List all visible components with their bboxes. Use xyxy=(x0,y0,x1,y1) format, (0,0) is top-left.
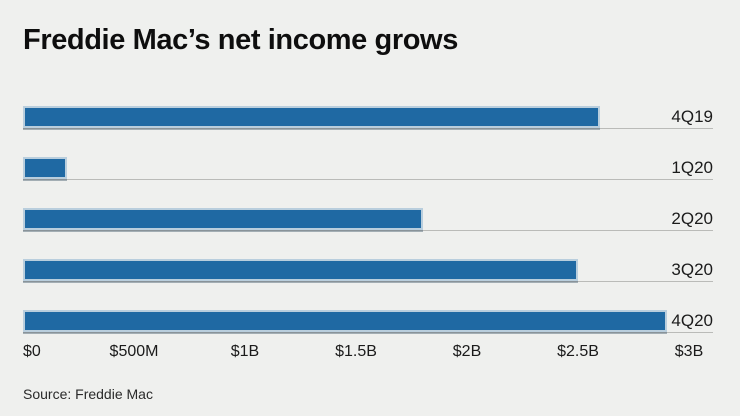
bar-chart-plot: 4Q19 1Q20 2Q20 3Q20 4Q20 xyxy=(23,96,713,351)
axis-tick-label: $1.5B xyxy=(335,343,377,360)
chart-title: Freddie Mac’s net income grows xyxy=(23,24,458,56)
axis-tick-label: $2B xyxy=(452,343,482,360)
gridline xyxy=(23,332,713,333)
bar-2q20 xyxy=(23,208,423,230)
bar-row: 4Q20 xyxy=(23,300,713,351)
bar-row: 1Q20 xyxy=(23,147,713,198)
bar-4q20 xyxy=(23,310,667,332)
bar-4q19 xyxy=(23,106,601,128)
gridline xyxy=(23,179,713,180)
bar-row: 3Q20 xyxy=(23,249,713,300)
category-label: 4Q19 xyxy=(671,107,713,126)
gridline xyxy=(23,128,713,129)
axis-tick-label: $500M xyxy=(109,343,159,360)
bar-row: 2Q20 xyxy=(23,198,713,249)
source-note: Source: Freddie Mac xyxy=(23,386,153,402)
bar-3q20 xyxy=(23,259,578,281)
bar-1q20 xyxy=(23,157,68,179)
category-label: 4Q20 xyxy=(671,311,713,330)
category-label: 1Q20 xyxy=(671,158,713,177)
axis-tick-label: $3B xyxy=(674,343,704,360)
gridline xyxy=(23,230,713,231)
category-label: 3Q20 xyxy=(671,260,713,279)
axis-tick-label: $1B xyxy=(230,343,260,360)
gridline xyxy=(23,281,713,282)
category-label: 2Q20 xyxy=(671,209,713,228)
bar-row: 4Q19 xyxy=(23,96,713,147)
axis-tick-label: $0 xyxy=(23,343,41,360)
x-axis: $0 $500M $1B $1.5B $2B $2.5B $3B xyxy=(23,342,703,368)
axis-tick-label: $2.5B xyxy=(557,343,599,360)
